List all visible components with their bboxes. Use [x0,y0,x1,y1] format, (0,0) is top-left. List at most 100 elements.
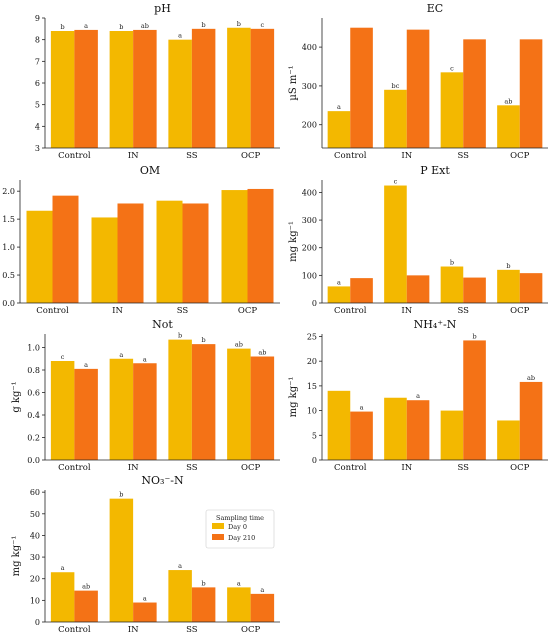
y-tick-label: 400 [302,188,317,197]
bar-no3-control-day-210 [74,590,98,622]
bar-nh4-in-day-210 [406,400,430,460]
bar-nh4-in-day-0 [384,397,407,460]
significance-label: b [119,23,123,31]
y-tick-label: 200 [302,244,317,253]
significance-label: b [237,20,241,28]
x-tick-label: OCP [510,306,529,316]
bar-om-in-day-0 [91,217,118,303]
bar-pext-control-day-0 [327,286,351,303]
y-axis-label-pext: mg kg⁻¹ [288,221,299,262]
y-tick-label: 300 [302,216,317,225]
significance-label: a [237,579,241,587]
y-tick-label: 60 [30,488,40,497]
y-tick-label: 4 [35,122,40,131]
y-tick-label: 0.8 [27,366,40,375]
y-tick-label: 0.6 [27,389,40,398]
bar-pext-ocp-day-0 [497,269,520,303]
y-tick-label: 1.5 [2,215,15,224]
panel-no3: NO₃⁻-Nmg kg⁻¹ aabControlbaINabSSaaOCP0102… [11,474,280,635]
x-tick-label: IN [401,306,412,316]
bar-om-ss-day-0 [156,200,183,303]
legend-swatch-day-210 [212,534,224,540]
y-axis-label-no3: mg kg⁻¹ [11,536,22,577]
significance-label: bc [392,82,400,90]
significance-label: ab [82,583,90,591]
bar-om-ss-day-210 [182,203,209,303]
y-tick-label: 30 [30,553,40,562]
x-tick-label: OCP [241,151,260,161]
significance-label: ab [527,374,535,382]
y-tick-label: 0.0 [2,299,15,308]
y-tick-label: 0 [35,618,40,627]
panel-title-pext: P Ext [420,164,450,177]
y-tick-label: 0.2 [27,434,40,443]
y-tick-label: 9 [35,14,40,23]
bar-not-ocp-day-0 [227,348,251,460]
y-tick-label: 5 [35,101,40,110]
y-tick-label: 0 [312,456,317,465]
significance-label: a [143,595,147,603]
y-tick-label: 20 [30,575,40,584]
x-tick-label: SS [458,306,470,316]
bar-nh4-ocp-day-0 [497,420,520,460]
bar-ec-ss-day-210 [463,39,486,148]
bar-ec-control-day-0 [327,111,351,148]
bar-pext-ocp-day-210 [519,273,543,303]
significance-label: b [472,332,476,340]
bar-not-ss-day-210 [191,344,216,460]
significance-label: b [202,579,206,587]
bar-nh4-control-day-210 [350,411,373,460]
bar-ec-control-day-210 [350,27,373,148]
bar-pext-in-day-0 [384,185,407,303]
bar-no3-in-day-210 [133,602,157,622]
y-axis-label-ec: µS m⁻¹ [288,65,299,100]
bar-ph-ocp-day-0 [227,27,251,148]
y-tick-label: 40 [30,531,40,540]
significance-label: a [337,103,341,111]
bar-ec-ocp-day-210 [519,39,543,148]
y-tick-label: 400 [302,43,317,52]
bar-no3-control-day-0 [50,572,75,622]
y-tick-label: 15 [307,382,317,391]
x-tick-label: IN [401,463,412,473]
panel-title-om: OM [140,164,160,177]
y-tick-label: 1.0 [2,243,15,252]
bar-not-ocp-day-210 [250,356,275,460]
significance-label: c [394,178,398,186]
x-tick-label: Control [58,151,91,161]
x-tick-label: Control [58,463,91,473]
y-tick-label: 0.0 [27,456,40,465]
bar-ph-control-day-0 [50,31,75,148]
y-tick-label: 25 [307,332,317,341]
y-tick-label: 50 [30,510,40,519]
x-tick-label: IN [112,306,123,316]
x-tick-label: SS [186,151,198,161]
bar-ec-in-day-210 [406,29,430,148]
x-tick-label: Control [36,306,69,316]
panel-ec: EC µS m⁻¹ a Control bc IN c SS ab OCP 200 300 400 [288,2,548,161]
y-tick-label: 6 [35,79,40,88]
x-tick-label: IN [128,151,139,161]
significance-label: a [61,564,65,572]
bar-nh4-ocp-day-210 [519,381,543,460]
bar-no3-ss-day-0 [168,570,192,622]
bar-om-control-day-210 [52,195,79,303]
bar-om-ocp-day-0 [221,190,248,303]
x-tick-label: SS [177,306,189,316]
x-tick-label: IN [128,625,139,635]
y-axis-label-nh4: mg kg⁻¹ [288,377,299,418]
bar-om-in-day-210 [117,203,144,303]
x-tick-label: IN [128,463,139,473]
x-tick-label: OCP [510,151,529,161]
significance-label: ab [141,22,149,30]
bar-ec-ss-day-0 [440,72,464,148]
x-tick-label: Control [334,463,367,473]
panel-nh4: NH₄⁺-N mg kg⁻¹ a Control a IN b SS ab OCP 0 5 10 15 20… [288,318,548,473]
significance-label: a [84,22,88,30]
y-tick-label: 10 [307,407,317,416]
bar-ph-control-day-210 [74,29,98,149]
bar-ph-in-day-210 [133,29,157,149]
y-tick-label: 0 [312,299,317,308]
bar-no3-ocp-day-210 [250,593,275,622]
